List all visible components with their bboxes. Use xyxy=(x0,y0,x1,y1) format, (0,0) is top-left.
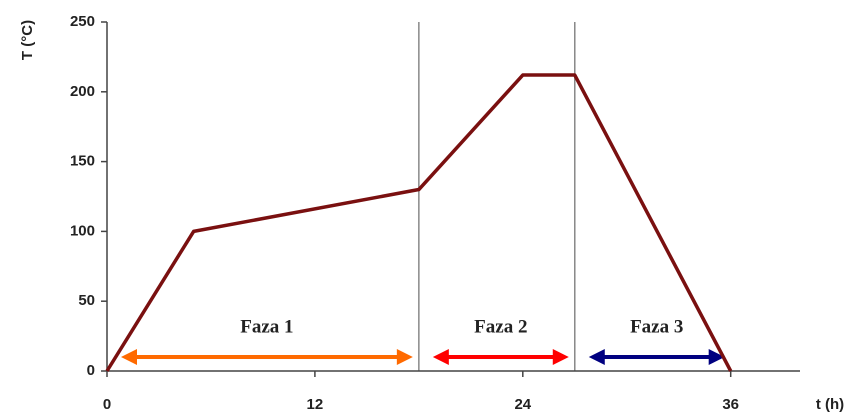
y-tick-label: 200 xyxy=(70,83,95,100)
phase-arrow xyxy=(121,349,413,365)
phase-arrow xyxy=(588,349,725,365)
y-axis-label: T (°C) xyxy=(19,20,36,60)
arrow-part xyxy=(708,349,725,365)
arrow-part xyxy=(121,349,137,365)
y-tick-label: 100 xyxy=(70,222,95,239)
arrow-part xyxy=(396,349,413,365)
y-tick-label: 150 xyxy=(70,153,95,170)
arrow-part xyxy=(432,349,449,365)
phase-label: Faza 2 xyxy=(474,316,527,337)
phase-label: Faza 3 xyxy=(630,316,683,337)
x-tick-label: 0 xyxy=(103,396,111,413)
data-line xyxy=(105,73,733,372)
arrow-part xyxy=(588,349,605,365)
y-tick-label: 0 xyxy=(87,362,95,379)
phase-label: Faza 1 xyxy=(240,316,293,337)
arrow-part xyxy=(552,349,569,365)
x-tick-label: 12 xyxy=(307,396,324,413)
y-tick-label: 50 xyxy=(78,292,95,309)
x-axis-label: t (h) xyxy=(816,396,844,413)
x-tick-label: 24 xyxy=(514,396,531,413)
x-tick-label: 36 xyxy=(722,396,739,413)
y-tick-label: 250 xyxy=(70,13,95,30)
phase-arrow xyxy=(432,349,569,365)
